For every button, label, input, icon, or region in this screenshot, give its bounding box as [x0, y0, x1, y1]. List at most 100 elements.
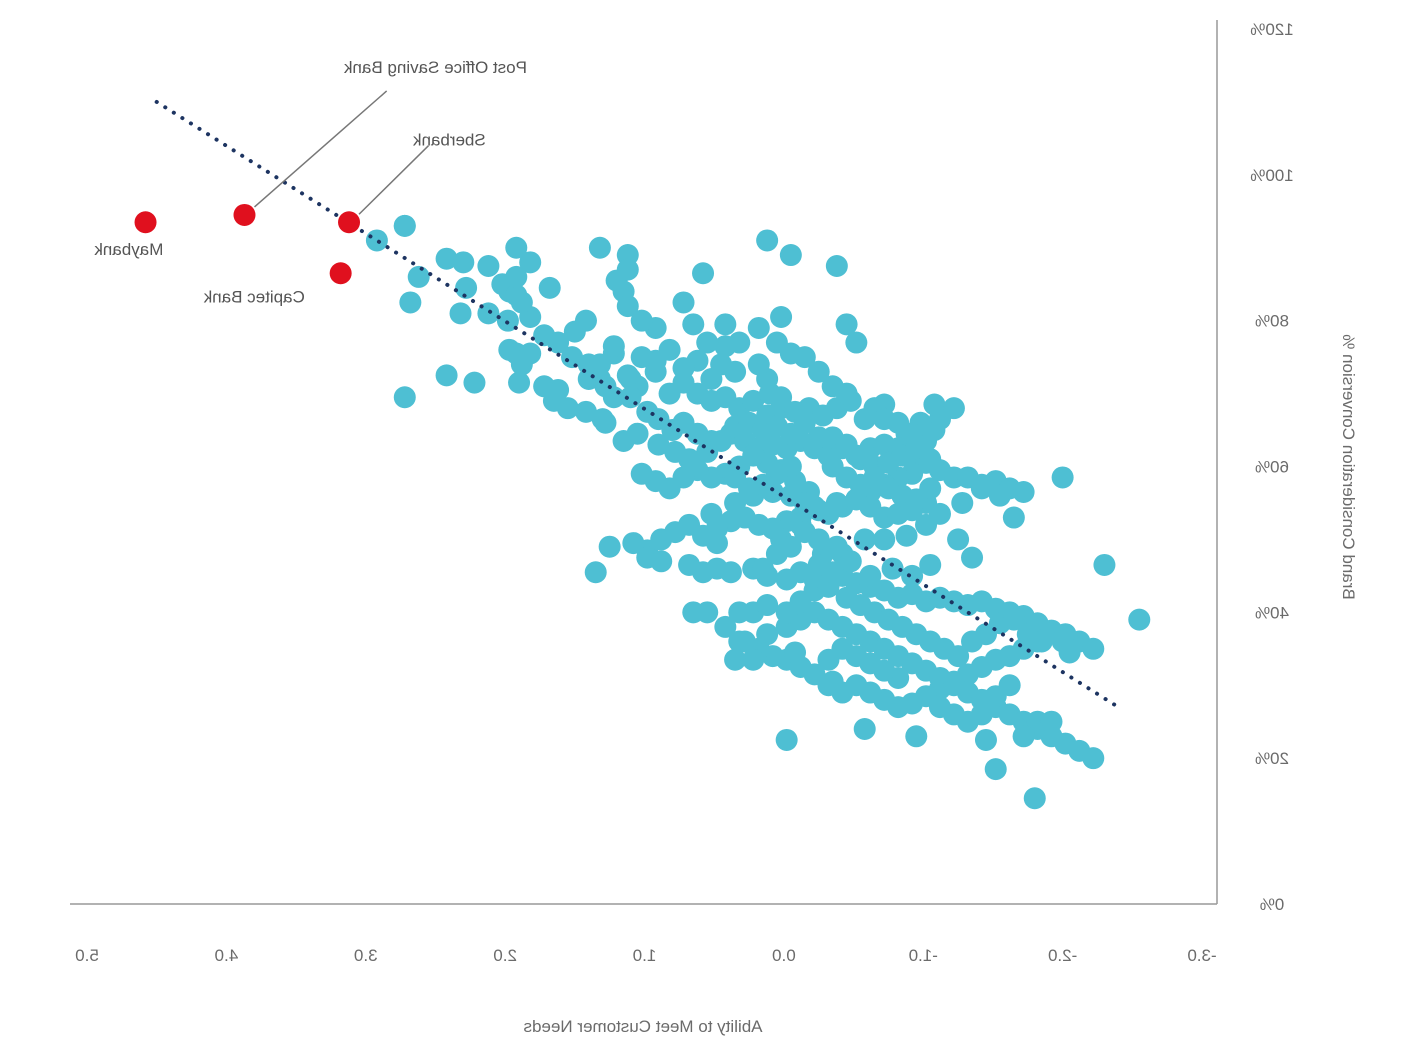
- benchmark-point: [505, 265, 528, 288]
- benchmark-point: [602, 335, 625, 358]
- annotation-label: Post Office Saving Bank: [343, 58, 527, 77]
- benchmark-point: [619, 386, 642, 409]
- benchmark-point: [616, 364, 639, 387]
- y-tick-label: 80%: [1255, 312, 1289, 331]
- annotation-labels: Post Office Saving Bank Sberbank Maybank Ca…: [94, 58, 527, 307]
- benchmark-point: [728, 601, 751, 624]
- benchmark-point: [1128, 608, 1151, 631]
- x-tick-label: 2.0: [493, 946, 517, 965]
- benchmark-point: [1023, 787, 1046, 810]
- benchmark-point: [510, 291, 533, 314]
- benchmark-point: [452, 251, 475, 274]
- benchmark-point: [845, 331, 868, 354]
- benchmark-point: [1012, 481, 1035, 504]
- benchmark-point: [942, 397, 965, 420]
- benchmark-point: [895, 524, 918, 547]
- benchmark-point: [1002, 608, 1025, 631]
- y-tick-label: 40%: [1255, 603, 1289, 622]
- axes: [70, 20, 1218, 905]
- benchmark-point: [742, 648, 765, 671]
- benchmark-point: [984, 758, 1007, 781]
- benchmark-point: [839, 550, 862, 573]
- benchmark-point: [765, 331, 788, 354]
- annotation-label: Sberbank: [412, 131, 485, 150]
- benchmark-point: [588, 236, 611, 259]
- benchmark-point: [508, 371, 531, 394]
- highlighted-point: [233, 203, 256, 226]
- benchmark-point: [700, 368, 723, 390]
- benchmark-point: [724, 466, 747, 489]
- benchmark-point: [928, 696, 951, 719]
- y-tick-label: 120%: [1250, 20, 1293, 39]
- benchmark-point: [747, 353, 770, 376]
- x-tick-label: 0.0: [772, 946, 796, 965]
- benchmark-point: [881, 557, 904, 580]
- trendline: [154, 99, 1121, 710]
- benchmark-point: [951, 491, 974, 514]
- benchmark-point: [770, 386, 793, 409]
- benchmark-point: [817, 648, 840, 671]
- benchmark-point: [594, 411, 617, 434]
- benchmark-point: [1093, 553, 1116, 576]
- x-axis-title: Ability to Meet Customer Needs: [523, 1017, 762, 1036]
- benchmark-point: [919, 477, 942, 500]
- benchmark-point: [724, 648, 747, 671]
- benchmark-point: [519, 251, 542, 274]
- benchmark-points: [365, 214, 1151, 810]
- leader-line: [253, 90, 388, 208]
- benchmark-point: [825, 491, 848, 514]
- benchmark-point: [779, 244, 802, 267]
- leader-line: [358, 145, 429, 215]
- highlighted-point: [338, 211, 361, 234]
- benchmark-point: [923, 393, 946, 416]
- x-tick-label: 5.0: [75, 946, 99, 965]
- benchmark-point: [710, 429, 733, 452]
- benchmark-point: [835, 433, 858, 456]
- benchmark-point: [775, 728, 798, 751]
- highlighted-points: [134, 203, 361, 285]
- benchmark-point: [692, 262, 715, 285]
- benchmark-point: [765, 543, 788, 565]
- benchmark-point: [650, 550, 673, 573]
- benchmark-point: [793, 521, 816, 544]
- benchmark-point: [399, 291, 422, 314]
- benchmark-point: [682, 313, 705, 336]
- benchmark-point: [988, 484, 1011, 507]
- benchmark-point: [974, 728, 997, 751]
- benchmark-point: [510, 353, 533, 376]
- highlighted-point: [134, 211, 157, 234]
- benchmark-point: [705, 532, 728, 555]
- benchmark-point: [696, 331, 719, 354]
- benchmark-point: [1082, 747, 1105, 770]
- x-tick-label: 4.0: [215, 946, 239, 965]
- x-tick-label: -2.0: [1048, 946, 1077, 965]
- benchmark-point: [835, 382, 858, 405]
- benchmark-point: [747, 316, 770, 339]
- benchmark-point: [1040, 710, 1063, 733]
- benchmark-point: [724, 491, 747, 514]
- benchmark-point: [682, 601, 705, 624]
- benchmark-point: [556, 397, 579, 420]
- benchmark-point: [853, 528, 876, 551]
- benchmark-point: [756, 594, 779, 617]
- benchmark-point: [393, 214, 416, 237]
- benchmark-point: [719, 561, 742, 584]
- benchmark-point: [901, 564, 924, 587]
- benchmark-point: [538, 276, 561, 299]
- benchmark-point: [533, 324, 556, 347]
- benchmark-point: [859, 564, 882, 587]
- x-tick-label: 3.0: [354, 946, 378, 965]
- y-tick-labels: 0% 20% 40% 60% 80% 100% 120%: [1250, 20, 1293, 914]
- benchmark-point: [770, 306, 793, 329]
- benchmark-point: [1030, 630, 1053, 653]
- benchmark-point: [742, 389, 765, 412]
- highlighted-point: [329, 262, 352, 285]
- benchmark-point: [853, 718, 876, 740]
- benchmark-point: [477, 254, 500, 277]
- benchmark-point: [1002, 506, 1025, 529]
- benchmark-point: [835, 313, 858, 336]
- benchmark-point: [700, 502, 723, 525]
- x-tick-label: 1.0: [633, 946, 657, 965]
